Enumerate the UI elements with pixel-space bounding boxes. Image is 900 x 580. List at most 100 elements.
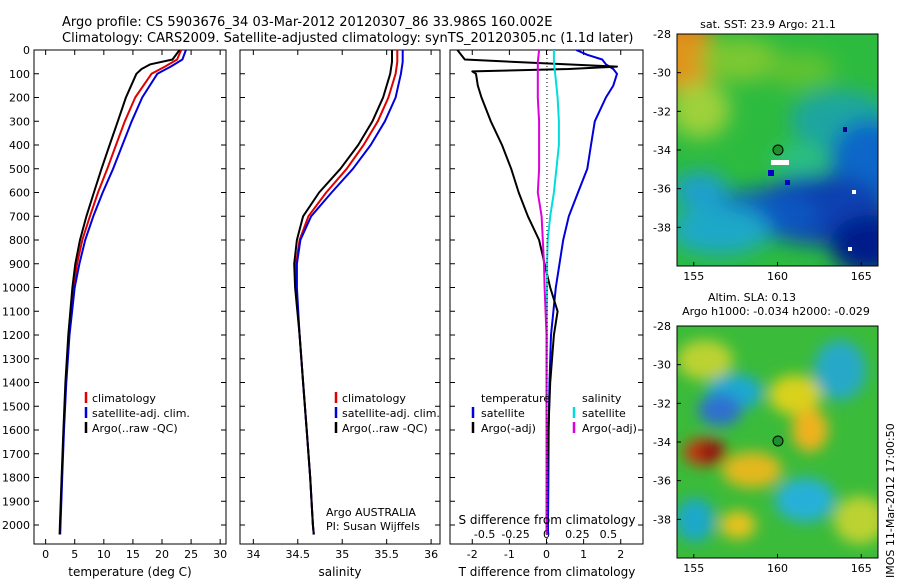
x-tick-label: 35.5 — [374, 548, 399, 561]
map-y-tick-label: -34 — [653, 144, 671, 157]
s-tick-label: -0.25 — [501, 528, 529, 541]
sla-argo-marker — [772, 435, 784, 447]
depth-tick-label: 700 — [9, 210, 30, 223]
x-tick-label: 25 — [184, 548, 198, 561]
x-tick-label: 15 — [126, 548, 140, 561]
legend-t-argo-label: Argo(-adj) — [481, 422, 536, 435]
axis-ticks: 0100200300400500600700800900100011001200… — [2, 44, 643, 561]
legend-argo-label: Argo(..raw -QC) — [342, 422, 428, 435]
depth-tick-label: 300 — [9, 115, 30, 128]
map-y-tick-label: -34 — [653, 436, 671, 449]
legend-s-argo-label: Argo(-adj) — [582, 422, 637, 435]
x-tick-label: 35 — [335, 548, 349, 561]
x-tick-label: -1 — [504, 548, 515, 561]
map-x-tick-label: 155 — [683, 270, 704, 283]
map-x-tick-label: 165 — [851, 562, 872, 575]
depth-tick-label: 1200 — [2, 329, 30, 342]
series-line-satellite-adj-clim — [295, 50, 404, 535]
x-tick-label: 10 — [97, 548, 111, 561]
sst-map-title: sat. SST: 23.9 Argo: 21.1 — [700, 18, 836, 31]
legend-climatology-label: climatology — [92, 392, 156, 405]
salinity-lines — [293, 50, 404, 535]
sst-argo-marker — [772, 144, 784, 156]
series-line-argo-adj — [536, 50, 548, 535]
x-tick-label: 2 — [617, 548, 624, 561]
s-tick-label: -0.5 — [474, 528, 495, 541]
depth-tick-label: 0 — [23, 44, 30, 57]
depth-tick-label: 1300 — [2, 353, 30, 366]
legend-climatology-label: climatology — [342, 392, 406, 405]
depth-tick-label: 100 — [9, 68, 30, 81]
map-y-tick-label: -38 — [653, 221, 671, 234]
argo-australia-label: Argo AUSTRALIA — [326, 506, 416, 519]
legend-satellite-label: satellite-adj. clim. — [92, 407, 190, 420]
map-x-tick-label: 160 — [767, 562, 788, 575]
depth-tick-label: 900 — [9, 258, 30, 271]
figure-title-line2: Climatology: CARS2009. Satellite-adjuste… — [62, 31, 634, 46]
depth-tick-label: 1900 — [2, 495, 30, 508]
sla-map-title-line2: Argo h1000: -0.034 h2000: -0.029 — [682, 305, 870, 318]
temperature-lines — [58, 50, 187, 535]
series-line-satellite-adj-clim — [59, 50, 187, 535]
depth-tick-label: 800 — [9, 234, 30, 247]
salinity-plot-frame — [239, 49, 441, 545]
x-tick-label: 5 — [71, 548, 78, 561]
series-line-argo-raw-qc — [58, 50, 181, 535]
sla-map-title-line1: Altim. SLA: 0.13 — [708, 291, 796, 304]
depth-tick-label: 500 — [9, 163, 30, 176]
x-tick-label: 34 — [246, 548, 260, 561]
sst-map-image — [677, 34, 878, 266]
salinity-legend: climatology satellite-adj. clim. Argo(..… — [334, 392, 440, 435]
legend-satellite-label: satellite-adj. clim. — [342, 407, 440, 420]
map-x-tick-label: 160 — [767, 270, 788, 283]
sla-map-image — [677, 326, 878, 558]
legend-t-satellite-label: satellite — [481, 407, 525, 420]
series-line-argo-adj — [456, 50, 618, 535]
x-tick-label: 34.5 — [286, 548, 311, 561]
series-line-climatology — [295, 50, 399, 535]
depth-tick-label: 1500 — [2, 400, 30, 413]
depth-tick-label: 200 — [9, 92, 30, 105]
x-tick-label: 30 — [213, 548, 227, 561]
s-tick-label: 0.25 — [565, 528, 590, 541]
map-x-tick-label: 165 — [851, 270, 872, 283]
difference-xlabel-t: T difference from climatology — [458, 565, 636, 579]
map-y-tick-label: -28 — [653, 28, 671, 41]
x-tick-label: -2 — [467, 548, 478, 561]
legend-temperature-title: temperature — [481, 392, 550, 405]
series-line-argo-raw-qc — [293, 50, 393, 535]
series-line-climatology — [58, 50, 183, 535]
figure-title-line1: Argo profile: CS 5903676_34 03-Mar-2012 … — [62, 15, 552, 30]
pi-label: PI: Susan Wijffels — [326, 520, 420, 533]
map-y-tick-label: -36 — [653, 183, 671, 196]
salinity-xlabel: salinity — [318, 565, 361, 579]
difference-xlabel-s: S difference from climatology — [459, 513, 636, 527]
x-tick-label: 0 — [42, 548, 49, 561]
depth-tick-label: 1400 — [2, 377, 30, 390]
map-x-tick-label: 155 — [683, 562, 704, 575]
x-tick-label: 36 — [424, 548, 438, 561]
temperature-plot-frame — [33, 49, 227, 545]
x-tick-label: 0 — [543, 548, 550, 561]
legend-salinity-title: salinity — [582, 392, 622, 405]
depth-tick-label: 1000 — [2, 282, 30, 295]
imos-timestamp: IMOS 11-Mar-2012 17:00:50 — [884, 423, 897, 578]
map-y-tick-label: -32 — [653, 397, 671, 410]
map-y-tick-label: -30 — [653, 67, 671, 80]
depth-tick-label: 1100 — [2, 305, 30, 318]
map-y-tick-label: -32 — [653, 105, 671, 118]
temperature-legend: climatology satellite-adj. clim. Argo(..… — [84, 392, 190, 435]
depth-tick-label: 400 — [9, 139, 30, 152]
temperature-xlabel: temperature (deg C) — [68, 565, 191, 579]
depth-tick-label: 600 — [9, 187, 30, 200]
x-tick-label: 20 — [155, 548, 169, 561]
map-y-tick-label: -30 — [653, 359, 671, 372]
depth-tick-label: 1700 — [2, 448, 30, 461]
difference-lines — [456, 50, 618, 535]
map-y-tick-label: -38 — [653, 513, 671, 526]
difference-legend: temperature salinity satellite Argo(-adj… — [471, 392, 637, 435]
s-tick-label: 0.5 — [600, 528, 618, 541]
map-y-tick-label: -28 — [653, 320, 671, 333]
map-y-tick-label: -36 — [653, 475, 671, 488]
